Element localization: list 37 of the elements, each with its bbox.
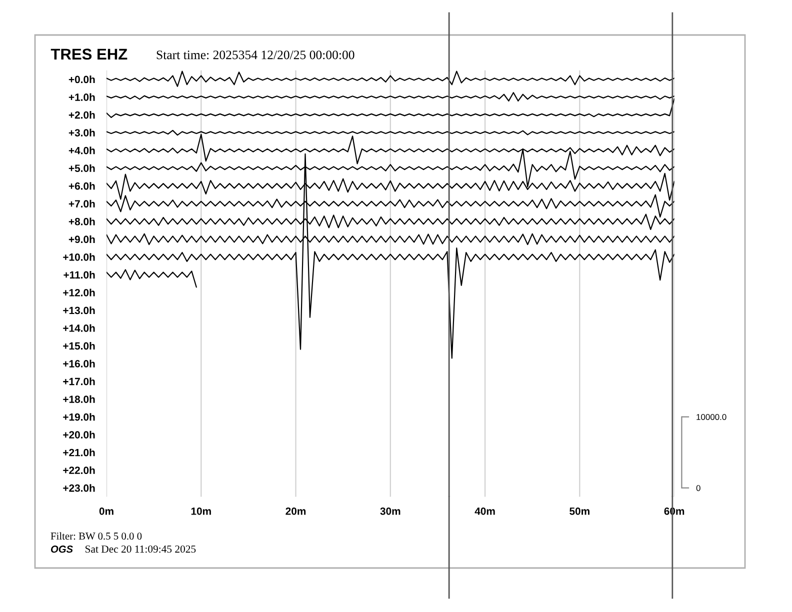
y-tick-label: +1.0h — [68, 93, 95, 101]
text: Filter: BW 0.5 5 0.0 0 — [50, 532, 142, 540]
x-tick-label: 0m — [99, 507, 114, 515]
y-tick-label: +21.0h — [63, 448, 95, 456]
y-tick-label: +10.0h — [63, 253, 95, 261]
y-tick-label: +19.0h — [63, 413, 95, 421]
y-tick-label: +3.0h — [68, 128, 95, 136]
y-tick-label: +20.0h — [63, 430, 95, 438]
text: OGS — [50, 546, 73, 553]
y2-tick-label: 0 — [696, 485, 700, 492]
y-tick-label: +8.0h — [68, 218, 95, 226]
y-tick-label: +22.0h — [63, 466, 95, 474]
y-tick-label: +0.0h — [68, 76, 95, 84]
text: Sat Dec 20 11:09:45 2025 — [86, 545, 196, 553]
x-tick-label: 50m — [570, 507, 590, 515]
y-tick-label: +23.0h — [63, 484, 95, 492]
y-tick-label: +6.0h — [68, 182, 95, 190]
y2-tick-label: 10000.0 — [696, 414, 726, 420]
y-tick-label: +17.0h — [63, 378, 95, 386]
y-tick-label: +5.0h — [68, 164, 95, 172]
y-tick-label: +16.0h — [63, 360, 95, 368]
chart-subtitle: Start time: 2025354 12/20/25 00:00:00 — [156, 50, 354, 60]
x-tick-label: 10m — [191, 507, 211, 515]
y-tick-label: +12.0h — [63, 288, 95, 296]
y-tick-label: +14.0h — [63, 324, 95, 332]
y-tick-label: +11.0h — [64, 270, 95, 279]
y-tick-label: +9.0h — [68, 235, 95, 244]
x-tick-label: 30m — [380, 507, 400, 515]
y-tick-label: +2.0h — [68, 111, 95, 119]
x-tick-label: 20m — [286, 507, 306, 515]
chart-title: TRES EHZ — [50, 48, 128, 60]
x-tick-label: 40m — [474, 507, 495, 515]
y-tick-label: +18.0h — [63, 395, 95, 403]
y-tick-label: +13.0h — [63, 306, 95, 314]
y-tick-label: +4.0h — [68, 146, 95, 154]
y-tick-label: +15.0h — [63, 342, 95, 350]
y-tick-label: +7.0h — [68, 200, 95, 208]
